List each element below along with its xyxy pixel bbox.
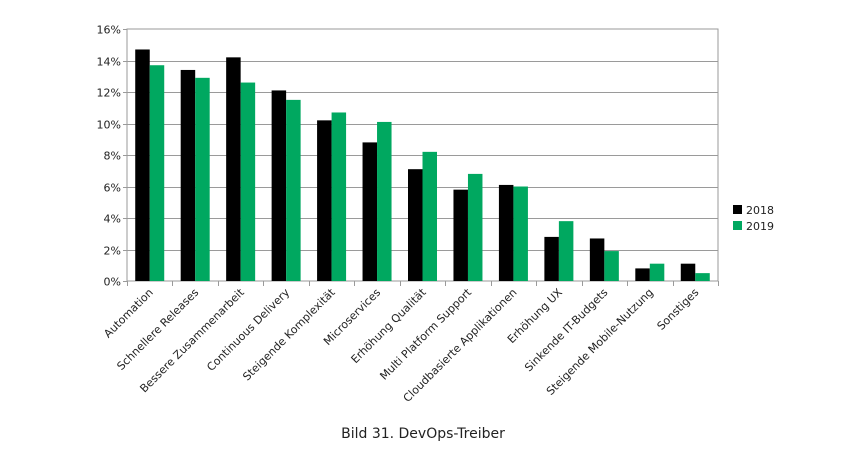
y-tick-label: 10% (97, 119, 121, 132)
bars (135, 49, 710, 282)
legend-label-2019: 2019 (746, 220, 774, 233)
bar-2018-8 (453, 189, 468, 281)
y-tick-label: 14% (97, 56, 121, 69)
y-axis: 0% 2% 4% 6% 8% 10% 12% 14% 16% (97, 24, 127, 289)
y-tick-label: 16% (97, 24, 121, 37)
bar-2018-9 (498, 184, 514, 281)
bar-2019-4 (286, 99, 301, 282)
bar-2018-12 (635, 268, 650, 281)
category-label: Erhöhung Qualität (349, 285, 430, 366)
bar-2019-12 (649, 263, 665, 281)
category-label: Sonstiges (655, 286, 702, 333)
bar-2019-5 (331, 112, 347, 281)
bar-2019-10 (558, 221, 574, 281)
bar-2018-7 (408, 169, 423, 281)
y-tick-label: 6% (104, 182, 121, 195)
legend-swatch-2019 (733, 221, 742, 230)
bar-2019-7 (422, 151, 437, 281)
bar-2019-2 (195, 77, 210, 281)
category-label: Schnellere Releases (114, 286, 201, 373)
y-tick-label: 2% (104, 245, 121, 258)
bar-2018-3 (226, 57, 241, 281)
bar-2019-13 (695, 273, 710, 282)
y-tick-label: 0% (104, 276, 121, 289)
bar-2018-2 (180, 69, 196, 281)
legend: 2018 2019 (733, 204, 774, 233)
bar-2019-9 (513, 186, 528, 281)
bar-2019-3 (240, 82, 256, 281)
grid-lines (127, 61, 718, 251)
category-label: Sinkende IT-Budgets (522, 286, 610, 374)
bar-2018-6 (362, 142, 378, 281)
bar-2019-6 (377, 121, 392, 282)
bar-2018-4 (271, 90, 287, 282)
legend-label-2018: 2018 (746, 204, 774, 217)
bar-2018-5 (317, 120, 332, 281)
category-label: Multi Platform Support (377, 285, 474, 382)
figure-caption: Bild 31. DevOps-Treiber (341, 426, 505, 442)
legend-swatch-2018 (733, 205, 742, 214)
bar-chart: 0% 2% 4% 6% 8% 10% 12% 14% 16% AutomationSchnell… (97, 24, 774, 405)
y-tick-label: 8% (104, 150, 121, 163)
bar-2019-1 (149, 65, 165, 281)
y-tick-label: 4% (104, 213, 121, 226)
bar-2018-11 (589, 238, 605, 281)
category-label: Steigende Komplexität (240, 285, 338, 383)
category-label: Continuous Delivery (204, 286, 292, 374)
bar-2018-10 (544, 236, 559, 281)
y-tick-label: 12% (97, 87, 121, 100)
bar-2018-13 (680, 263, 696, 281)
bar-2018-1 (135, 49, 150, 282)
bar-2019-8 (467, 173, 483, 281)
bar-2019-11 (604, 251, 619, 281)
